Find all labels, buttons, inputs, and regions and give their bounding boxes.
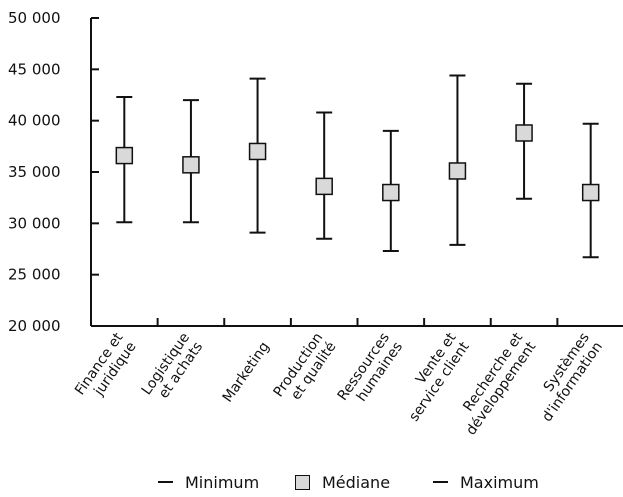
median-marker — [115, 146, 134, 165]
y-tick-label: 50 000 — [8, 9, 61, 27]
plot-area — [115, 74, 600, 259]
median-marker — [448, 162, 467, 180]
chart-canvas: 20 000 25 000 30 000 35 000 40 000 45 000 50 0… — [8, 9, 623, 438]
median-marker — [315, 177, 333, 196]
y-tick-label: 20 000 — [8, 317, 61, 335]
legend-minimum-label: Minimum — [185, 472, 260, 492]
median-marker — [382, 183, 400, 202]
legend-item-median: Médiane — [295, 470, 390, 494]
y-tick-label: 45 000 — [8, 60, 61, 78]
x-axis: Finance etjuridique Logistiqueet achats Ma… — [72, 318, 623, 438]
x-category-label-line: Marketing — [220, 339, 273, 405]
median-marker — [248, 142, 267, 161]
median-marker — [581, 183, 600, 202]
legend-median-label: Médiane — [322, 472, 391, 492]
y-axis: 20 000 25 000 30 000 35 000 40 000 45 000 50 0… — [8, 9, 99, 335]
median-marker — [515, 124, 533, 142]
x-category-label: Productionet qualité — [271, 330, 340, 409]
legend-maximum-label: Maximum — [460, 472, 539, 492]
legend-item-minimum: Minimum — [158, 470, 259, 494]
x-category-label: Finance etjuridique — [72, 330, 140, 408]
x-category-label: Marketing — [220, 339, 273, 405]
legend-item-maximum: Maximum — [433, 470, 539, 494]
y-tick-label: 40 000 — [8, 112, 61, 130]
y-tick-label: 35 000 — [8, 163, 61, 181]
x-category-label: Logistiqueet achats — [139, 330, 206, 407]
legend-maximum-line-icon — [433, 481, 448, 483]
x-category-label: Ressourceshumaines — [335, 330, 406, 413]
legend: Minimum Médiane Maximum — [0, 470, 623, 494]
x-category-label: Vente etservice client — [393, 330, 473, 425]
y-tick-label: 30 000 — [8, 214, 61, 232]
legend-median-box-icon — [295, 474, 310, 490]
median-marker — [182, 156, 200, 174]
legend-minimum-line-icon — [158, 481, 173, 483]
y-tick-label: 25 000 — [8, 266, 61, 284]
x-category-label: Systèmesd'information — [526, 330, 606, 425]
